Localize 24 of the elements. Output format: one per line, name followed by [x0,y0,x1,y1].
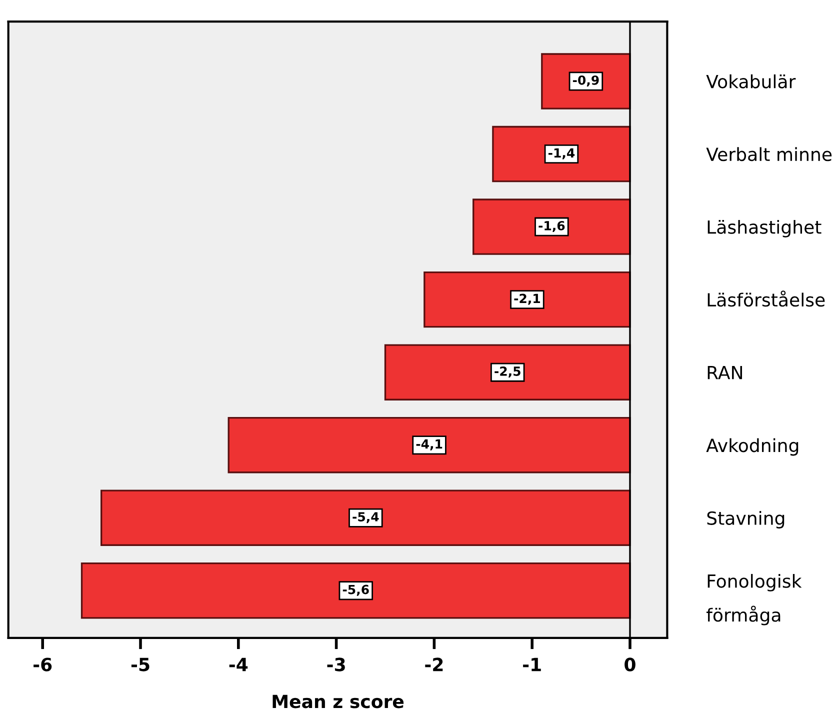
data-label: -2,1 [514,294,540,305]
x-tick-label: -3 [327,658,345,672]
data-label: -1,6 [538,220,565,232]
x-tick-label: -1 [523,658,541,672]
y-tick-label: Vokabulär [706,74,796,88]
x-tick-label: -6 [34,658,52,672]
y-tick-label: Läsförståelse [708,290,825,307]
y-tick-label: Fonologisk förmåga [706,574,802,626]
x-axis-title: Mean z score [272,694,404,708]
y-tick-label: Verbalt minne [706,147,832,162]
x-tick-label: -5 [131,658,150,672]
data-label: -1,4 [548,148,575,160]
x-tick-label: -4 [229,658,248,672]
y-tick-label: Avkodning [706,438,798,456]
data-label: -2,5 [494,366,520,378]
y-tick-label: RAN [708,366,742,380]
data-label: -0,9 [572,75,599,86]
y-tick-label: Stavning [707,511,784,528]
y-tick-label: Läshastighet [708,220,822,238]
data-label: -4,1 [416,439,442,450]
x-tick-label: -2 [425,658,443,672]
data-label: -5,4 [352,512,379,524]
x-tick-label: 0 [624,658,636,672]
data-label: -5,6 [342,584,369,596]
